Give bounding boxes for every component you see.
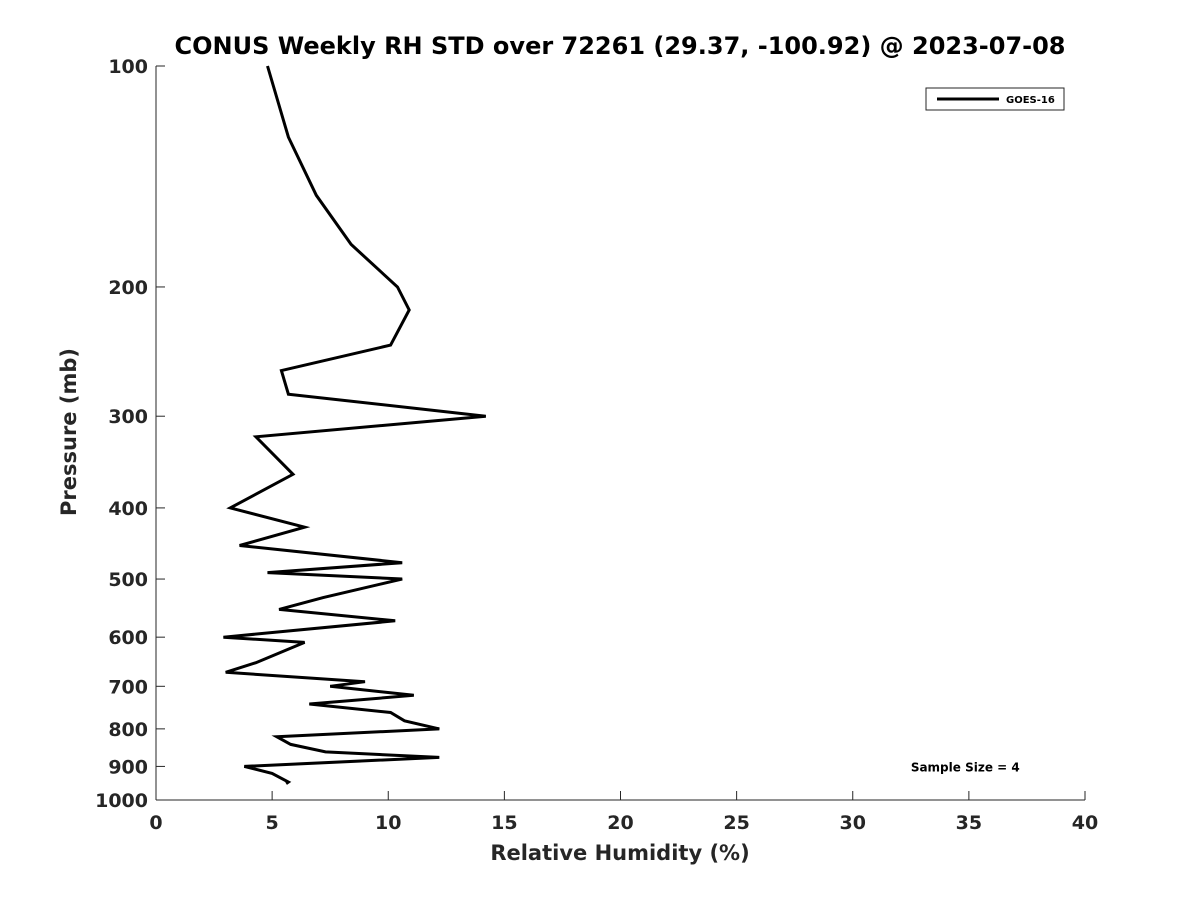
sample-size-annotation: Sample Size = 4	[911, 760, 1020, 774]
y-tick-label: 500	[108, 569, 148, 591]
y-tick-label: 600	[108, 627, 148, 649]
legend: GOES-16	[925, 87, 1065, 111]
x-tick-label: 10	[375, 812, 401, 834]
y-axis-label: Pressure (mb)	[57, 348, 81, 516]
plot-area	[223, 65, 486, 785]
y-tick-label: 800	[108, 719, 148, 741]
x-tick-label: 25	[723, 812, 749, 834]
x-tick-label: 35	[956, 812, 982, 834]
series-line-goes-16	[223, 65, 486, 785]
axes: 0 5 10 15 20 25 30 35 40 100 200 300 400 500 600 700 800…	[95, 56, 1098, 834]
chart-title: CONUS Weekly RH STD over 72261 (29.37, -…	[174, 32, 1065, 60]
y-tick-label: 900	[108, 756, 148, 778]
x-tick-label: 30	[840, 812, 866, 834]
legend-label: GOES-16	[1006, 95, 1055, 106]
y-tick-label: 100	[108, 56, 148, 78]
y-tick-label: 1000	[95, 790, 148, 812]
x-tick-label: 0	[149, 812, 162, 834]
x-tick-label: 5	[266, 812, 279, 834]
x-tick-label: 15	[491, 812, 517, 834]
y-tick-label: 400	[108, 498, 148, 520]
annotations: Sample Size = 4	[911, 760, 1020, 774]
x-tick-label: 20	[607, 812, 633, 834]
x-axis-label: Relative Humidity (%)	[490, 841, 749, 865]
y-tick-label: 300	[108, 406, 148, 428]
y-tick-label: 200	[108, 277, 148, 299]
y-tick-label: 700	[108, 676, 148, 698]
x-tick-label: 40	[1072, 812, 1098, 834]
